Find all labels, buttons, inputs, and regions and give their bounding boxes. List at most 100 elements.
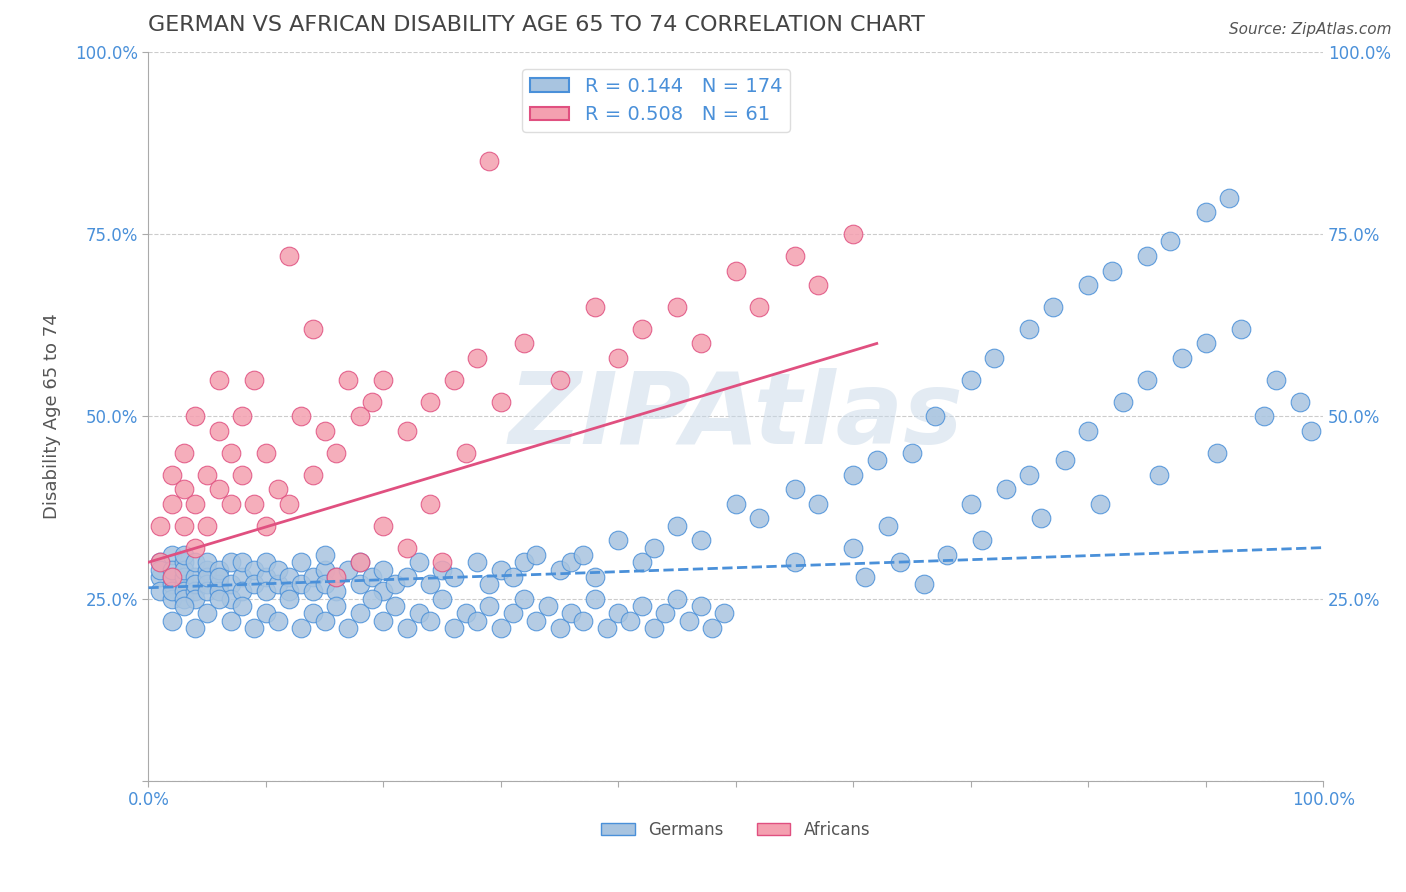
Point — [373, 518, 395, 533]
Point — [243, 621, 266, 635]
Point — [184, 584, 207, 599]
Point — [160, 467, 183, 482]
Point — [572, 614, 595, 628]
Point — [1042, 300, 1064, 314]
Point — [583, 570, 606, 584]
Point — [173, 584, 195, 599]
Point — [1265, 373, 1288, 387]
Point — [936, 548, 959, 562]
Point — [266, 562, 288, 576]
Point — [349, 607, 371, 621]
Point — [160, 584, 183, 599]
Point — [302, 584, 325, 599]
Point — [243, 577, 266, 591]
Point — [607, 533, 630, 548]
Point — [748, 511, 770, 525]
Point — [572, 548, 595, 562]
Point — [1230, 322, 1253, 336]
Text: ZIPAtlas: ZIPAtlas — [509, 368, 963, 465]
Point — [1171, 351, 1194, 365]
Point — [160, 497, 183, 511]
Point — [877, 518, 900, 533]
Point — [395, 541, 418, 555]
Point — [478, 599, 501, 613]
Point — [395, 621, 418, 635]
Point — [219, 577, 242, 591]
Point — [395, 424, 418, 438]
Point — [160, 577, 183, 591]
Point — [314, 577, 336, 591]
Point — [254, 570, 277, 584]
Point — [219, 555, 242, 569]
Point — [513, 555, 536, 569]
Point — [666, 300, 689, 314]
Point — [325, 570, 347, 584]
Point — [373, 584, 395, 599]
Point — [783, 249, 806, 263]
Point — [1018, 467, 1040, 482]
Point — [337, 562, 360, 576]
Point — [419, 614, 441, 628]
Point — [513, 336, 536, 351]
Point — [231, 467, 253, 482]
Point — [160, 614, 183, 628]
Point — [290, 577, 312, 591]
Point — [160, 548, 183, 562]
Point — [1136, 249, 1159, 263]
Point — [173, 562, 195, 576]
Text: Source: ZipAtlas.com: Source: ZipAtlas.com — [1229, 22, 1392, 37]
Point — [254, 555, 277, 569]
Point — [184, 591, 207, 606]
Point — [195, 562, 218, 576]
Point — [560, 555, 582, 569]
Point — [595, 621, 617, 635]
Point — [219, 497, 242, 511]
Point — [219, 446, 242, 460]
Point — [337, 373, 360, 387]
Point — [689, 599, 711, 613]
Point — [149, 562, 172, 576]
Point — [337, 621, 360, 635]
Point — [325, 584, 347, 599]
Point — [254, 584, 277, 599]
Point — [195, 607, 218, 621]
Point — [243, 497, 266, 511]
Point — [173, 446, 195, 460]
Point — [302, 467, 325, 482]
Point — [195, 584, 218, 599]
Point — [1159, 235, 1181, 249]
Point — [208, 562, 231, 576]
Point — [1136, 373, 1159, 387]
Point — [195, 518, 218, 533]
Point — [430, 562, 453, 576]
Point — [208, 373, 231, 387]
Point — [959, 373, 981, 387]
Point — [583, 300, 606, 314]
Point — [219, 591, 242, 606]
Point — [748, 300, 770, 314]
Point — [231, 570, 253, 584]
Point — [173, 591, 195, 606]
Point — [325, 599, 347, 613]
Point — [231, 584, 253, 599]
Point — [184, 577, 207, 591]
Point — [502, 607, 524, 621]
Point — [548, 621, 571, 635]
Point — [972, 533, 994, 548]
Point — [290, 621, 312, 635]
Point — [208, 591, 231, 606]
Point — [467, 555, 489, 569]
Point — [149, 518, 172, 533]
Point — [1112, 394, 1135, 409]
Point — [243, 373, 266, 387]
Point — [924, 409, 946, 424]
Point — [1101, 263, 1123, 277]
Point — [713, 607, 735, 621]
Point — [443, 373, 465, 387]
Point — [208, 584, 231, 599]
Point — [807, 278, 830, 293]
Point — [513, 591, 536, 606]
Text: GERMAN VS AFRICAN DISABILITY AGE 65 TO 74 CORRELATION CHART: GERMAN VS AFRICAN DISABILITY AGE 65 TO 7… — [149, 15, 925, 35]
Point — [173, 555, 195, 569]
Point — [349, 409, 371, 424]
